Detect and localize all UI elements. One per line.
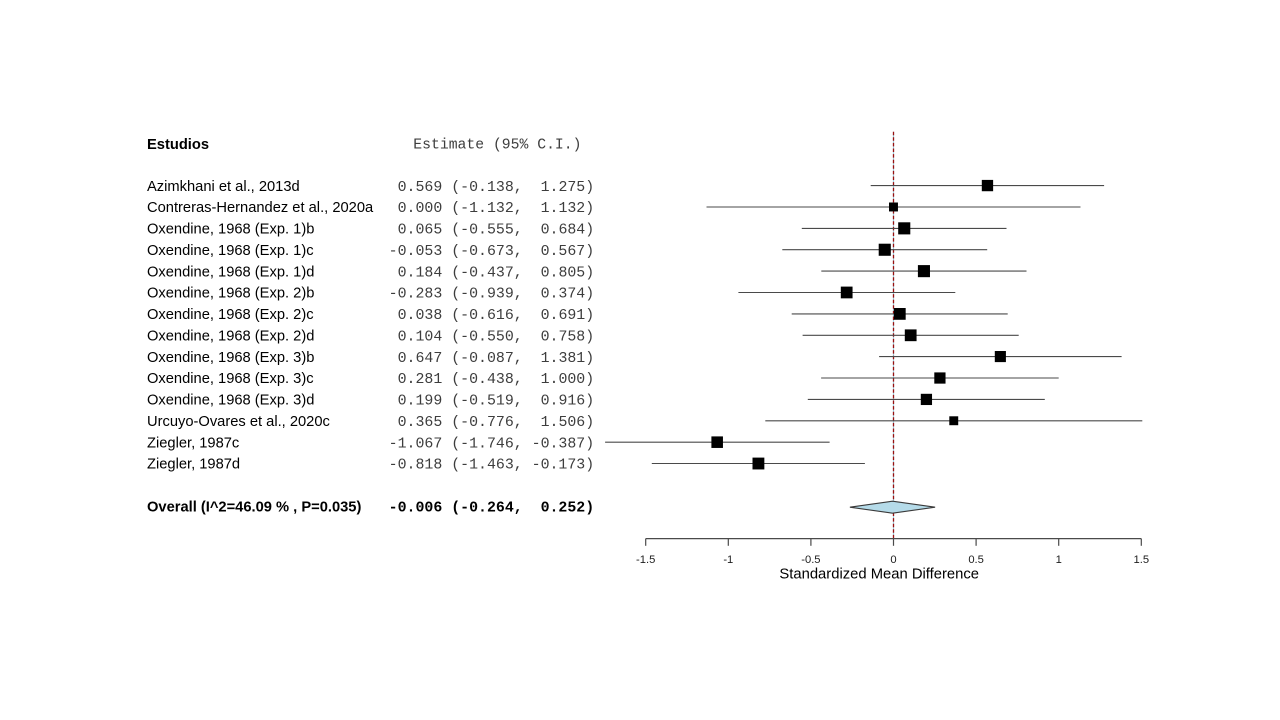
svg-text:Oxendine, 1968 (Exp. 3)d: Oxendine, 1968 (Exp. 3)d <box>147 393 314 409</box>
svg-text:Oxendine, 1968 (Exp. 2)d: Oxendine, 1968 (Exp. 2)d <box>147 329 314 345</box>
svg-text:-0.818 (-1.463, -0.173): -0.818 (-1.463, -0.173) <box>389 458 595 474</box>
svg-text:0.199 (-0.519, 0.916): 0.199 (-0.519, 0.916) <box>398 394 595 410</box>
svg-text:0.365 (-0.776, 1.506): 0.365 (-0.776, 1.506) <box>398 415 595 431</box>
svg-text:-0.006 (-0.264, 0.252): -0.006 (-0.264, 0.252) <box>389 500 595 516</box>
svg-text:Estimate (95% C.I.): Estimate (95% C.I.) <box>413 138 581 154</box>
svg-text:Oxendine, 1968 (Exp. 3)b: Oxendine, 1968 (Exp. 3)b <box>147 350 314 366</box>
svg-text:Ziegler, 1987d: Ziegler, 1987d <box>147 457 240 473</box>
svg-text:Urcuyo-Ovares et al., 2020c: Urcuyo-Ovares et al., 2020c <box>147 414 330 430</box>
svg-text:-1.067 (-1.746, -0.387): -1.067 (-1.746, -0.387) <box>389 436 595 452</box>
svg-text:0.104 (-0.550, 0.758): 0.104 (-0.550, 0.758) <box>398 330 595 346</box>
svg-text:Oxendine, 1968 (Exp. 1)c: Oxendine, 1968 (Exp. 1)c <box>147 243 314 259</box>
svg-text:-1: -1 <box>723 554 733 566</box>
svg-text:Overall (I^2=46.09 % , P=0.035: Overall (I^2=46.09 % , P=0.035) <box>147 499 361 515</box>
svg-text:1: 1 <box>1056 554 1062 566</box>
svg-text:-1.5: -1.5 <box>636 554 655 566</box>
svg-text:-0.053 (-0.673, 0.567): -0.053 (-0.673, 0.567) <box>389 244 595 260</box>
svg-text:0.647 (-0.087, 1.381): 0.647 (-0.087, 1.381) <box>398 351 595 367</box>
svg-text:-0.283 (-0.939, 0.374): -0.283 (-0.939, 0.374) <box>389 287 595 303</box>
svg-text:0.038 (-0.616, 0.691): 0.038 (-0.616, 0.691) <box>398 308 595 324</box>
svg-text:0.000 (-1.132, 1.132): 0.000 (-1.132, 1.132) <box>398 201 595 217</box>
svg-text:Oxendine, 1968 (Exp. 2)c: Oxendine, 1968 (Exp. 2)c <box>147 307 314 323</box>
svg-text:0.281 (-0.438, 1.000): 0.281 (-0.438, 1.000) <box>398 372 595 388</box>
svg-text:Azimkhani et al., 2013d: Azimkhani et al., 2013d <box>147 179 300 195</box>
svg-text:Oxendine, 1968 (Exp. 2)b: Oxendine, 1968 (Exp. 2)b <box>147 286 314 302</box>
svg-text:0: 0 <box>890 554 896 566</box>
svg-text:1.5: 1.5 <box>1134 554 1150 566</box>
svg-text:0.5: 0.5 <box>968 554 984 566</box>
svg-text:Estudios: Estudios <box>147 137 209 153</box>
svg-text:0.569 (-0.138, 1.275): 0.569 (-0.138, 1.275) <box>398 180 595 196</box>
svg-text:0.184 (-0.437, 0.805): 0.184 (-0.437, 0.805) <box>398 265 595 281</box>
svg-text:Oxendine, 1968 (Exp. 1)b: Oxendine, 1968 (Exp. 1)b <box>147 222 314 238</box>
svg-text:0.065 (-0.555, 0.684): 0.065 (-0.555, 0.684) <box>398 223 595 239</box>
svg-text:Oxendine, 1968 (Exp. 1)d: Oxendine, 1968 (Exp. 1)d <box>147 264 314 280</box>
svg-text:Contreras-Hernandez et al., 20: Contreras-Hernandez et al., 2020a <box>147 200 374 216</box>
svg-text:Ziegler, 1987c: Ziegler, 1987c <box>147 435 239 451</box>
svg-text:-0.5: -0.5 <box>801 554 820 566</box>
svg-text:Standardized Mean Difference: Standardized Mean Difference <box>779 566 979 582</box>
svg-text:Oxendine, 1968 (Exp. 3)c: Oxendine, 1968 (Exp. 3)c <box>147 371 314 387</box>
